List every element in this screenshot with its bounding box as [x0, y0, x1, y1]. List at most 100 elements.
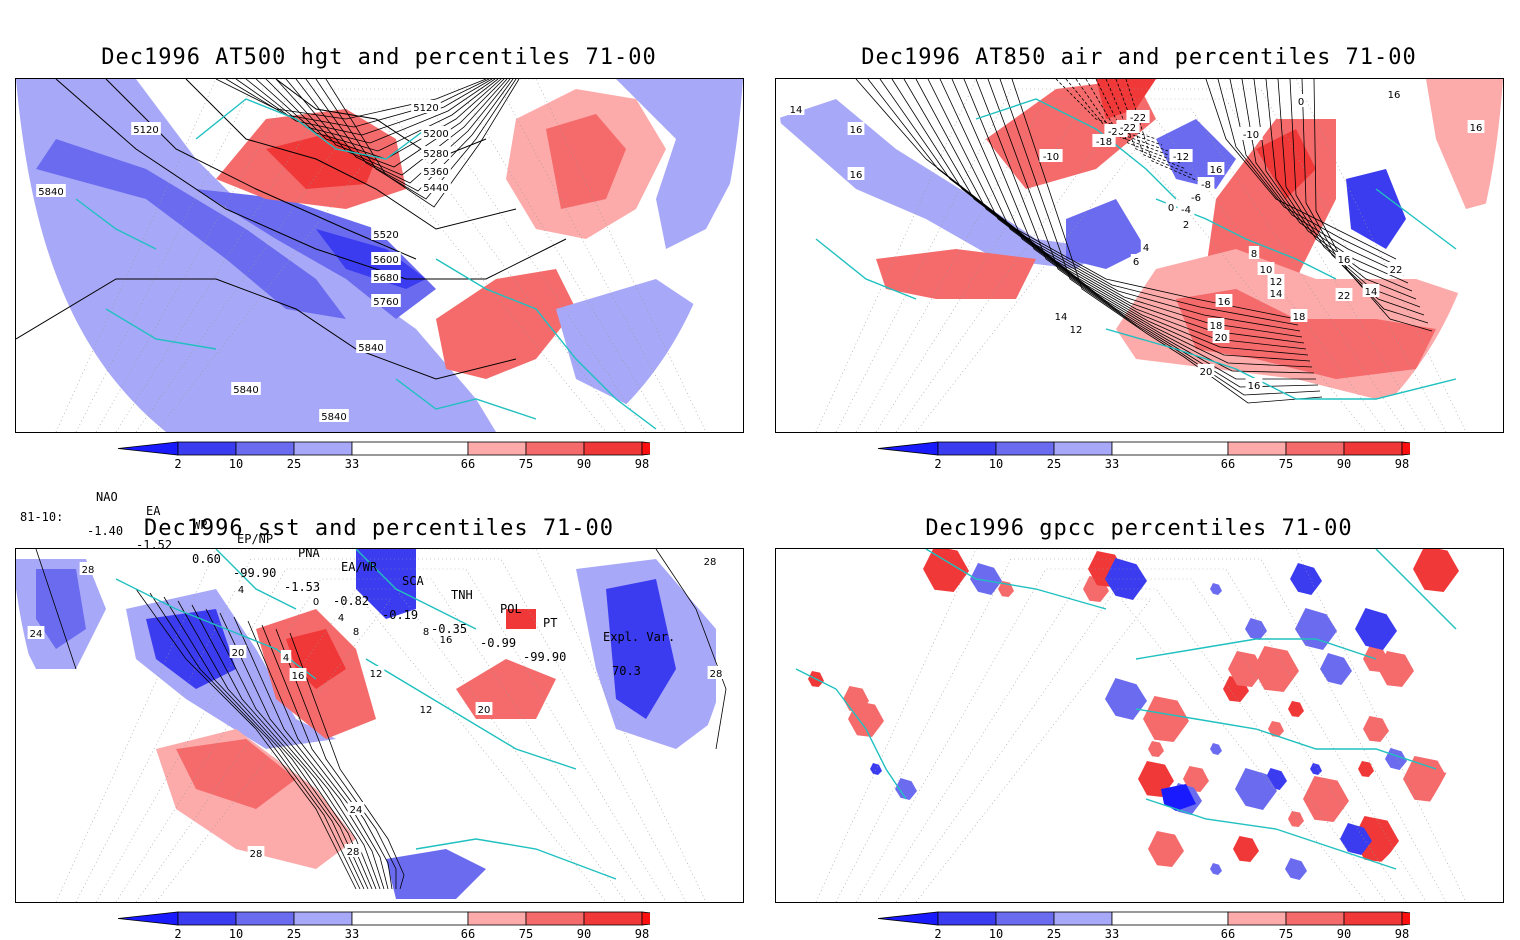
index-header: WP [193, 518, 208, 532]
colorbar-tick-label: 66 [1221, 457, 1235, 471]
map-svg-hgt: 5840 5120 5120 5200 5280 5360 5440 5520 5600 5680… [16, 79, 743, 432]
coastline [1375, 549, 1457, 630]
contour-label: 5280 [421, 146, 451, 160]
svg-text:4: 4 [338, 613, 344, 624]
contour-label: 5600 [371, 252, 401, 266]
colorbar-tick-label: 98 [1395, 927, 1409, 940]
svg-text:16: 16 [1388, 90, 1401, 101]
svg-text:-22: -22 [1130, 113, 1146, 124]
temperature-contour [867, 79, 1299, 326]
colorbar-tick-label: 75 [1279, 457, 1293, 471]
shading-red [1183, 766, 1209, 792]
graticule-line [895, 588, 1387, 902]
coastline [105, 308, 217, 350]
graticule-line [915, 128, 1367, 432]
contour-label: 10 [1257, 262, 1275, 276]
contour-label: 6 [1130, 254, 1142, 268]
colorbar-tick-label: 10 [229, 457, 243, 471]
sst-contour [149, 592, 361, 890]
colorbar-segment [995, 911, 1055, 926]
svg-text:16: 16 [1218, 297, 1231, 308]
colorbar-segment [235, 441, 295, 456]
contour-label: 0 [1295, 94, 1307, 108]
colorbar-segment [1343, 441, 1403, 456]
index-value: -0.82 [333, 594, 370, 608]
colorbar-tick-label: 33 [345, 927, 359, 940]
index-value: -1.53 [284, 580, 321, 594]
shading-red [1148, 741, 1164, 757]
coastline [365, 658, 577, 770]
panel-title-hgt: Dec1996 AT500 hgt and percentiles 71-00 [101, 45, 657, 70]
height-contour [185, 79, 517, 230]
shading-blue [970, 563, 1002, 595]
graticule-line [75, 558, 687, 902]
contour-label: 4 [280, 650, 292, 664]
contour-label: 5760 [371, 294, 401, 308]
panel-title-sst: Dec1996 sst and percentiles 71-00 [143, 516, 615, 541]
temperature-contour [1289, 79, 1425, 316]
coastline [1135, 638, 1377, 660]
colorbar-tick-label: 25 [287, 927, 301, 940]
shading-red [1138, 761, 1174, 797]
index-header: TNH [451, 588, 473, 602]
svg-text:-10: -10 [1043, 152, 1059, 163]
index-value: -1.40 [87, 524, 124, 538]
shading-red [1378, 651, 1414, 687]
map-mask [566, 589, 743, 902]
height-contour [225, 79, 490, 128]
contour-label: 14 [787, 102, 805, 116]
svg-text:8: 8 [1251, 249, 1257, 260]
contour-label: 4 [235, 582, 247, 596]
contour-label: 16 [437, 632, 455, 646]
panel-title-air: Dec1996 AT850 air and percentiles 71-00 [861, 45, 1417, 70]
map-mask [776, 589, 956, 902]
panel-title-gpcc: Dec1996 gpcc percentiles 71-00 [925, 516, 1353, 541]
temperature-contour [1055, 79, 1157, 140]
shading-red [436, 269, 576, 379]
sst-contour [163, 596, 365, 890]
shading-blue-dark [146, 609, 236, 689]
svg-text:4: 4 [1143, 243, 1149, 254]
graticule-line [915, 598, 1367, 902]
shading-blue [1210, 863, 1222, 875]
colorbar-arrow-high [641, 441, 650, 456]
shading-red [1288, 811, 1304, 827]
svg-text:20: 20 [1215, 333, 1228, 344]
shading-red-dark [1256, 129, 1316, 199]
map-svg-air: 141616-10-18-20-22-22-12-100161616-8-6-4… [776, 79, 1503, 432]
index-header: NAO [96, 490, 118, 504]
map-mask [596, 79, 743, 432]
colorbar-tick-label: 25 [287, 457, 301, 471]
contour-label: 18 [1207, 318, 1225, 332]
temperature-contour [1253, 79, 1413, 292]
contour-label: 8 [1248, 246, 1260, 260]
colorbar-hgt: 2 10 25 33 66 75 90 98 [117, 441, 650, 471]
contour-label: 20 [475, 702, 493, 716]
colorbar-tick-label: 90 [1337, 927, 1351, 940]
colorbar-segment [467, 911, 527, 926]
svg-text:28: 28 [82, 565, 95, 576]
shading-red [1228, 651, 1264, 687]
sst-contour [261, 624, 393, 890]
index-row-label: 81-10: [20, 510, 64, 524]
colorbar-segment [1227, 441, 1287, 456]
shading-blue [386, 849, 486, 899]
colorbar-segment [177, 441, 237, 456]
colorbar-segment [351, 441, 469, 456]
contour-label: 14 [1267, 286, 1285, 300]
contour-label: -18 [1092, 134, 1116, 148]
contour-label: 28 [344, 844, 362, 858]
index-value: 70.3 [612, 664, 641, 678]
colorbar-tick-label: 2 [174, 457, 181, 471]
contour-label: 5840 [356, 340, 386, 354]
index-header: EA [146, 504, 161, 518]
colorbar-tick-label: 90 [1337, 457, 1351, 471]
colorbar-tick-label: 98 [1395, 457, 1409, 471]
svg-text:14: 14 [1365, 287, 1378, 298]
svg-text:8: 8 [423, 627, 429, 638]
svg-text:16: 16 [1210, 165, 1223, 176]
svg-text:24: 24 [350, 805, 363, 816]
svg-text:2: 2 [1183, 220, 1189, 231]
shading-blue [1066, 199, 1146, 269]
temperature-contour [1095, 79, 1181, 164]
